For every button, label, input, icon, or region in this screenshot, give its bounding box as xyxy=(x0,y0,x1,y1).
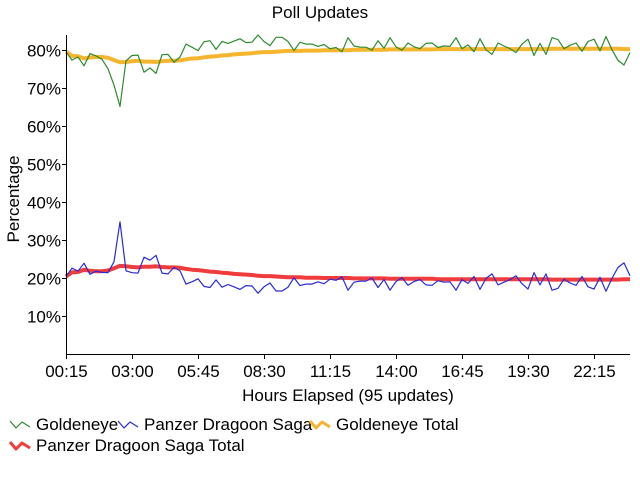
x-tick-label: 03:00 xyxy=(111,362,154,381)
x-tick-label: 08:30 xyxy=(243,362,286,381)
x-tick-label: 00:15 xyxy=(45,362,88,381)
legend-label: Panzer Dragoon Saga Total xyxy=(36,436,245,455)
series-line-panzer-dragoon-saga-total xyxy=(64,263,630,282)
legend-swatch xyxy=(117,420,139,429)
y-tick-label: 80% xyxy=(27,42,61,61)
x-ticks: 00:15 03:00 05:45 08:30 11:15 14:00 16:45 19:30… xyxy=(45,354,616,381)
y-tick-label: 50% xyxy=(27,156,61,175)
legend-label: Goldeneye xyxy=(36,415,118,434)
legend-swatch xyxy=(9,420,31,429)
x-tick-label: 11:15 xyxy=(310,362,351,381)
legend-swatch xyxy=(308,420,331,430)
legend-item: Goldeneye xyxy=(9,415,118,434)
y-tick-label: 10% xyxy=(27,308,61,327)
x-tick-label: 22:15 xyxy=(573,362,616,381)
x-tick-label: 19:30 xyxy=(507,362,550,381)
y-tick-label: 30% xyxy=(27,232,61,251)
y-tick-label: 40% xyxy=(27,194,61,213)
series-line-goldeneye xyxy=(65,34,631,108)
legend-item: Panzer Dragoon Saga xyxy=(117,415,313,434)
y-axis-title: Percentage xyxy=(4,156,23,243)
y-tick-label: 20% xyxy=(27,270,61,289)
legend: Goldeneye Panzer Dragoon Saga Goldeneye To… xyxy=(8,415,459,455)
chart-title: Poll Updates xyxy=(272,3,368,22)
x-axis-title: Hours Elapsed (95 updates) xyxy=(242,386,454,405)
series-line-panzer-dragoon-saga xyxy=(65,221,631,294)
legend-label: Panzer Dragoon Saga xyxy=(144,415,313,434)
y-ticks: 10% 20% 30% 40% 50% 60% 70% 80% xyxy=(27,42,66,327)
y-tick-label: 70% xyxy=(27,80,61,99)
x-tick-label: 05:45 xyxy=(177,362,220,381)
legend-item: Goldeneye Total xyxy=(308,415,459,434)
legend-label: Goldeneye Total xyxy=(336,415,459,434)
y-tick-label: 60% xyxy=(27,118,61,137)
plot-lines xyxy=(64,34,631,294)
legend-swatch xyxy=(8,441,31,451)
legend-item: Panzer Dragoon Saga Total xyxy=(8,436,245,455)
series-line-goldeneye-total xyxy=(64,46,630,65)
x-tick-label: 16:45 xyxy=(441,362,484,381)
x-tick-label: 14:00 xyxy=(375,362,418,381)
